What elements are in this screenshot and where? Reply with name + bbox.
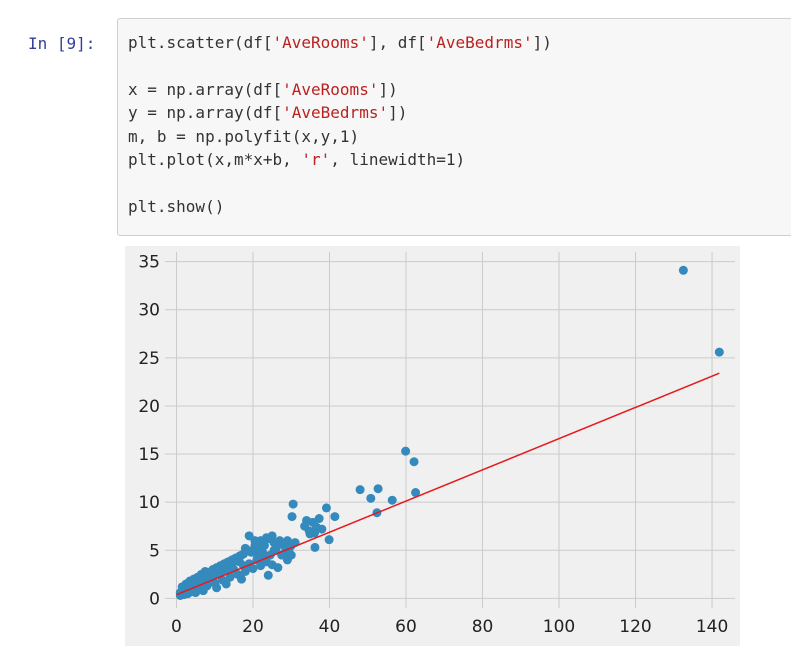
- y-tick-label: 0: [149, 589, 160, 609]
- cell-prompt: In [9]:: [28, 34, 96, 53]
- data-point: [288, 499, 298, 509]
- y-tick-label: 10: [138, 493, 160, 513]
- data-point: [225, 572, 235, 582]
- x-tick-label: 140: [696, 617, 728, 637]
- code-cell-editor[interactable]: plt.scatter(df['AveRooms'], df['AveBedrm…: [117, 18, 791, 236]
- data-point: [287, 512, 297, 522]
- x-tick-label: 40: [319, 617, 341, 637]
- y-tick-label: 30: [138, 301, 160, 321]
- code-line: plt.plot(x,m*x+b, 'r', linewidth=1): [128, 148, 791, 171]
- data-point: [321, 503, 331, 513]
- data-point: [212, 583, 222, 593]
- data-point: [411, 488, 421, 498]
- x-tick-label: 80: [472, 617, 494, 637]
- string-token: 'AveBedrms': [282, 103, 389, 123]
- data-point: [714, 347, 724, 357]
- data-point: [250, 536, 260, 546]
- y-tick-label: 5: [149, 541, 160, 561]
- x-tick-labels: 0 20 40 60 80 100 120 140: [171, 617, 728, 637]
- y-tick-label: 35: [138, 253, 160, 273]
- data-point: [355, 485, 365, 495]
- code-token: ], df[: [368, 33, 427, 52]
- data-point: [273, 563, 283, 573]
- data-point: [317, 524, 327, 534]
- y-tick-label: 15: [138, 445, 160, 465]
- data-point: [221, 579, 231, 589]
- data-point: [330, 512, 340, 522]
- string-token: 'AveRooms': [282, 79, 379, 99]
- code-token: y = np.array(df[: [128, 103, 283, 123]
- grid-lines: [165, 252, 735, 608]
- code-token: ]): [532, 33, 552, 52]
- fit-line: [176, 372, 720, 596]
- code-token: plt.show(): [128, 196, 225, 216]
- data-point: [401, 446, 411, 456]
- data-point: [198, 586, 208, 596]
- x-tick-label: 120: [619, 617, 651, 637]
- code-token: m, b = np.polyfit(x,y,1): [128, 126, 360, 146]
- x-tick-label: 20: [242, 617, 264, 637]
- x-tick-label: 100: [543, 617, 575, 637]
- code-line: m, b = np.polyfit(x,y,1): [128, 125, 791, 148]
- data-point: [373, 484, 383, 494]
- data-point: [237, 574, 247, 584]
- data-point: [175, 590, 185, 600]
- data-point: [235, 557, 245, 567]
- code-token: , linewidth=1): [330, 149, 466, 169]
- data-point: [300, 521, 310, 531]
- y-tick-label: 25: [138, 349, 160, 369]
- data-point: [191, 588, 201, 598]
- data-point: [267, 531, 277, 541]
- data-point: [310, 542, 320, 552]
- code-line: [128, 54, 791, 77]
- code-line: [128, 171, 791, 194]
- data-point: [387, 495, 397, 505]
- code-token: plt.plot(x,m*x+b,: [128, 149, 302, 169]
- data-point: [286, 550, 296, 560]
- y-tick-labels: 0 5 10 15 20 25 30 35: [138, 253, 160, 610]
- data-point: [678, 265, 688, 275]
- scatter-plot: 0 20 40 60 80 100 120 140 0 5 10 15 20 25 30 35: [125, 246, 740, 646]
- code-token: plt.scatter(df[: [128, 33, 273, 52]
- code-line: plt.scatter(df['AveRooms'], df['AveBedrm…: [128, 31, 791, 54]
- code-token: ]): [378, 79, 398, 99]
- data-point: [314, 514, 324, 524]
- string-token: 'r': [301, 149, 331, 169]
- code-token: x = np.array(df[: [128, 79, 283, 99]
- y-tick-label: 20: [138, 397, 160, 417]
- code-token: ]): [388, 103, 408, 123]
- x-tick-label: 0: [171, 617, 182, 637]
- code-line: plt.show(): [128, 195, 791, 218]
- code-line: y = np.array(df['AveBedrms']): [128, 101, 791, 124]
- data-point: [324, 535, 334, 545]
- data-point: [366, 493, 376, 503]
- data-point: [263, 570, 273, 580]
- data-point: [409, 457, 419, 467]
- string-token: 'AveBedrms': [426, 33, 533, 52]
- string-token: 'AveRooms': [272, 33, 369, 52]
- cell-output: 0 20 40 60 80 100 120 140 0 5 10 15 20 25 30 35: [125, 246, 740, 646]
- x-tick-label: 60: [395, 617, 417, 637]
- code-line: x = np.array(df['AveRooms']): [128, 78, 791, 101]
